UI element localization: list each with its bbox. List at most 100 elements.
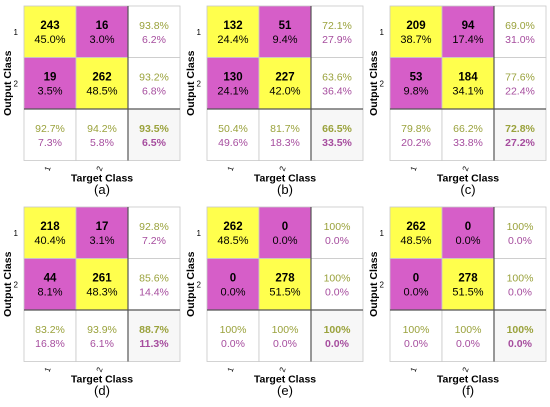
overall-accuracy-error: 27.2% (505, 137, 535, 149)
summary-cell (127, 57, 181, 110)
overall-accuracy-correct: 66.5% (322, 123, 352, 135)
row-summary-correct: 100% (507, 221, 534, 233)
cell-percent: 48.5% (400, 235, 431, 247)
total-accuracy-cell (310, 309, 364, 362)
cell-count: 227 (275, 71, 294, 83)
x-axis-label: Target Class (437, 173, 499, 185)
correct-cell (389, 206, 443, 259)
column-summary-error: 16.8% (35, 338, 65, 350)
summary-cell (75, 309, 129, 362)
row-summary-error: 31.0% (505, 34, 535, 46)
cell-count: 19 (44, 71, 57, 83)
x-tick-label: 1 (226, 365, 236, 373)
confusion-matrix-panel: 243 45.0% 16 3.0% 19 3.5% 262 48.5% 93.8% 6.2% 93.… (0, 0, 183, 206)
misclassified-cell (23, 258, 77, 311)
cell-count: 132 (223, 20, 242, 32)
cell-percent: 3.5% (37, 85, 62, 97)
row-summary-error: 0.0% (325, 235, 349, 247)
summary-cell (206, 108, 260, 161)
cell-count: 261 (92, 272, 112, 284)
cell-count: 184 (458, 71, 478, 83)
summary-cell (127, 258, 181, 311)
confusion-matrix-panel: 262 48.5% 0 0.0% 0 0.0% 278 51.5% 100% 0.0% 100% 0.… (183, 201, 366, 407)
overall-accuracy-error: 0.0% (325, 338, 350, 350)
cell-percent: 38.7% (400, 34, 431, 46)
column-summary-error: 6.1% (90, 338, 114, 350)
total-accuracy-cell (493, 309, 547, 362)
x-tick-label: 2 (278, 365, 288, 373)
x-tick-label: 1 (43, 365, 53, 373)
row-summary-error: 27.9% (322, 34, 352, 46)
overall-accuracy-error: 11.3% (139, 338, 169, 350)
y-tick-label: 1 (197, 229, 202, 238)
x-tick-label: 1 (226, 164, 236, 172)
row-summary-correct: 93.2% (139, 71, 169, 83)
column-summary-correct: 100% (220, 324, 247, 336)
row-summary-correct: 100% (507, 272, 534, 284)
y-tick-label: 1 (380, 28, 385, 37)
cell-percent: 0.0% (455, 235, 480, 247)
cell-percent: 48.3% (86, 286, 117, 298)
cell-percent: 0.0% (403, 286, 428, 298)
x-tick-label: 2 (95, 164, 105, 172)
correct-cell (206, 206, 260, 259)
y-tick-label: 2 (380, 280, 385, 289)
cell-percent: 9.4% (272, 34, 297, 46)
cell-percent: 3.1% (89, 235, 114, 247)
summary-cell (127, 206, 181, 259)
summary-cell (75, 108, 129, 161)
column-summary-error: 20.2% (401, 137, 431, 149)
correct-cell (441, 258, 495, 311)
summary-cell (441, 309, 495, 362)
row-summary-correct: 85.6% (139, 272, 169, 284)
summary-cell (23, 309, 77, 362)
cell-percent: 17.4% (452, 34, 483, 46)
x-tick-label: 2 (95, 365, 105, 373)
column-summary-correct: 94.2% (87, 123, 117, 135)
confusion-matrix-svg: 209 38.7% 94 17.4% 53 9.8% 184 34.1% 69.0% 31.0% 7… (368, 5, 547, 197)
cell-percent: 0.0% (220, 286, 245, 298)
y-tick-label: 2 (14, 79, 19, 88)
misclassified-cell (258, 5, 312, 58)
cell-percent: 42.0% (269, 85, 300, 97)
column-summary-correct: 79.8% (401, 123, 431, 135)
x-axis-label: Target Class (254, 374, 316, 386)
misclassified-cell (389, 57, 443, 110)
y-tick-label: 1 (14, 229, 19, 238)
y-tick-label: 1 (380, 229, 385, 238)
overall-accuracy-correct: 93.5% (139, 123, 169, 135)
cell-percent: 34.1% (452, 85, 483, 97)
column-summary-error: 0.0% (456, 338, 480, 350)
row-summary-error: 0.0% (508, 235, 532, 247)
cell-percent: 45.0% (34, 34, 65, 46)
correct-cell (75, 258, 129, 311)
row-summary-correct: 93.8% (139, 20, 169, 32)
column-summary-correct: 100% (403, 324, 430, 336)
misclassified-cell (75, 5, 129, 58)
x-tick-label: 1 (43, 164, 53, 172)
x-axis-label: Target Class (254, 173, 316, 185)
summary-cell (493, 258, 547, 311)
column-summary-correct: 93.9% (87, 324, 117, 336)
overall-accuracy-error: 33.5% (322, 137, 352, 149)
correct-cell (258, 57, 312, 110)
column-summary-correct: 100% (272, 324, 299, 336)
row-summary-error: 6.2% (142, 34, 166, 46)
misclassified-cell (206, 57, 260, 110)
row-summary-error: 36.4% (322, 85, 352, 97)
summary-cell (23, 108, 77, 161)
column-summary-error: 0.0% (273, 338, 297, 350)
overall-accuracy-correct: 100% (324, 324, 352, 336)
y-axis-label: Output Class (185, 251, 197, 316)
confusion-matrix-panel: 262 48.5% 0 0.0% 0 0.0% 278 51.5% 100% 0.0% 100% 0.… (366, 201, 549, 407)
cell-count: 278 (458, 272, 478, 284)
y-tick-label: 2 (14, 280, 19, 289)
summary-cell (389, 309, 443, 362)
overall-accuracy-correct: 72.8% (505, 123, 535, 135)
cell-count: 94 (462, 20, 475, 32)
panel-caption: (c) (460, 182, 475, 197)
column-summary-correct: 50.4% (218, 123, 248, 135)
confusion-matrix-svg: 132 24.4% 51 9.4% 130 24.1% 227 42.0% 72.1% 27.9%… (185, 5, 364, 197)
column-summary-error: 0.0% (221, 338, 245, 350)
cell-percent: 24.1% (217, 85, 248, 97)
